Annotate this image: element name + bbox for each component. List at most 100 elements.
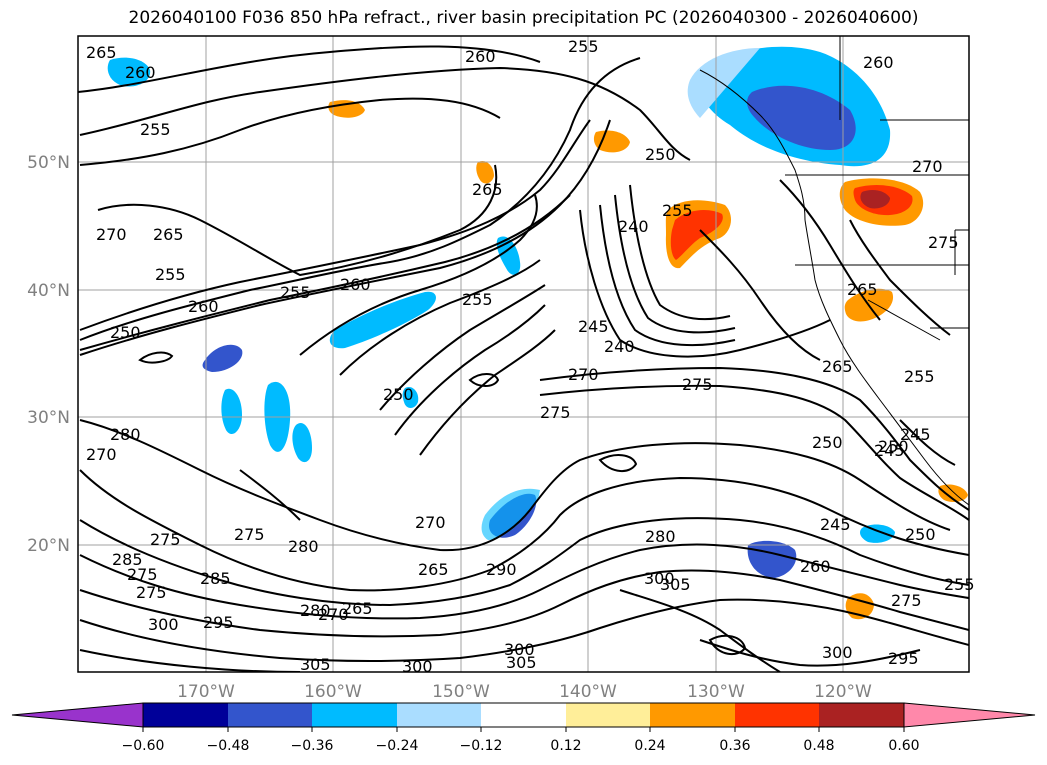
contour-label: 275: [234, 525, 265, 544]
shade-cyan-west4: [292, 422, 312, 463]
contour-label: 245: [820, 515, 851, 534]
colorbar-outline: [142, 702, 905, 728]
colorbar-segment: [566, 703, 650, 727]
contour-label: 255: [155, 265, 186, 284]
contour-label: 300: [822, 643, 853, 662]
lat-label: 40°N: [27, 281, 70, 301]
precip-shading: [107, 46, 968, 620]
map-frame: [77, 35, 970, 673]
shade-blue-west1: [202, 344, 243, 372]
colorbar-tick: −0.24: [376, 738, 419, 754]
shade-brick-ne: [860, 190, 890, 209]
contour-label: 290: [486, 560, 517, 579]
contour-label: 265: [847, 280, 878, 299]
contour-label: 280: [288, 537, 319, 556]
contour-label: 255: [662, 201, 693, 220]
contour-label: 280: [300, 601, 331, 620]
contour-label: 300: [504, 640, 535, 659]
lon-label: 120°W: [814, 682, 872, 702]
contour-label-group: 265 260 260 255 255 250 260 265 270 265 …: [86, 37, 975, 676]
colorbar-segment: [312, 703, 397, 727]
contour-label: 270: [912, 157, 943, 176]
contour-label: 270: [568, 365, 599, 384]
contour-label: 275: [127, 565, 158, 584]
contour-label: 260: [800, 557, 831, 576]
contour-label: 255: [462, 290, 493, 309]
colorbar-tick: 0.36: [719, 738, 750, 754]
contour-label: 280: [645, 527, 676, 546]
contour-label: 265: [86, 43, 117, 62]
contour-label: 250: [878, 437, 909, 456]
colorbar-tick: 0.12: [550, 738, 581, 754]
contour-label: 245: [578, 317, 609, 336]
longitude-labels: 170°W 160°W 150°W 140°W 130°W 120°W: [177, 682, 872, 702]
colorbar-tick: −0.60: [122, 738, 165, 754]
contour-label: 270: [86, 445, 117, 464]
contour-label: 260: [125, 63, 156, 82]
contour-label: 275: [891, 591, 922, 610]
lon-label: 130°W: [687, 682, 745, 702]
contour-label: 270: [318, 605, 349, 624]
contour-label: 240: [604, 337, 635, 356]
shade-yellow-small4: [938, 484, 968, 503]
colorbar-segment: [228, 703, 312, 727]
contour-label: 255: [568, 37, 599, 56]
colorbar: −0.60 −0.48 −0.36 −0.24 −0.12 0.12 0.24 …: [11, 702, 1036, 754]
contour-label: 260: [465, 47, 496, 66]
shade-cyan-central: [481, 488, 540, 540]
shade-cyan-west2: [221, 388, 242, 435]
lat-label: 20°N: [27, 536, 70, 556]
contour-label: 305: [506, 653, 537, 672]
contour-label: 250: [812, 433, 843, 452]
colorbar-segment: [650, 703, 735, 727]
latitude-labels: 50°N 40°N 30°N 20°N: [27, 153, 70, 556]
colorbar-segment: [397, 703, 481, 727]
contour-label: 245: [900, 425, 931, 444]
lon-label: 160°W: [304, 682, 362, 702]
contour-label: 255: [140, 120, 171, 139]
contour-label: 260: [188, 297, 219, 316]
colorbar-segment: [735, 703, 819, 727]
colorbar-segment: [481, 703, 566, 727]
contour-label: 250: [645, 145, 676, 164]
colorbar-tick: −0.12: [460, 738, 503, 754]
contour-label: 250: [110, 323, 141, 342]
shade-cyan-mid: [329, 291, 436, 349]
lon-label: 150°W: [432, 682, 490, 702]
contour-label: 275: [682, 375, 713, 394]
colorbar-tick: −0.48: [207, 738, 250, 754]
colorbar-tick: 0.24: [634, 738, 665, 754]
contour-label: 270: [415, 513, 446, 532]
contour-label: 285: [200, 569, 231, 588]
contour-label: 250: [383, 385, 414, 404]
lon-label: 140°W: [559, 682, 617, 702]
shade-yellow-small3: [476, 160, 494, 184]
contour-label: 295: [888, 649, 919, 668]
contour-label: 260: [863, 53, 894, 72]
contour-label: 275: [136, 583, 167, 602]
contour-label: 295: [203, 613, 234, 632]
contour-label: 300: [402, 657, 433, 676]
refractivity-contours: [78, 45, 969, 672]
contour-label: 280: [110, 425, 141, 444]
shade-blue-alaska: [747, 85, 856, 150]
colorbar-right-arrow: [903, 702, 1036, 728]
contour-label: 300: [148, 615, 179, 634]
contour-label: 275: [150, 530, 181, 549]
shade-yellow-small2: [593, 130, 630, 153]
contour-label: 265: [153, 225, 184, 244]
shade-cyan-south: [860, 524, 895, 543]
contour-label: 265: [418, 560, 449, 579]
contour-label: 265: [472, 180, 503, 199]
contour-label: 300: [644, 569, 675, 588]
lat-label: 30°N: [27, 408, 70, 428]
colorbar-segment: [819, 703, 904, 727]
shade-lightblue-260: [107, 57, 151, 87]
contour-label: 270: [96, 225, 127, 244]
contour-label: 240: [618, 217, 649, 236]
contour-label: 255: [904, 367, 935, 386]
colorbar-tick: −0.36: [291, 738, 334, 754]
shade-lightblue-alaska: [687, 48, 760, 118]
contour-label: 255: [944, 575, 975, 594]
